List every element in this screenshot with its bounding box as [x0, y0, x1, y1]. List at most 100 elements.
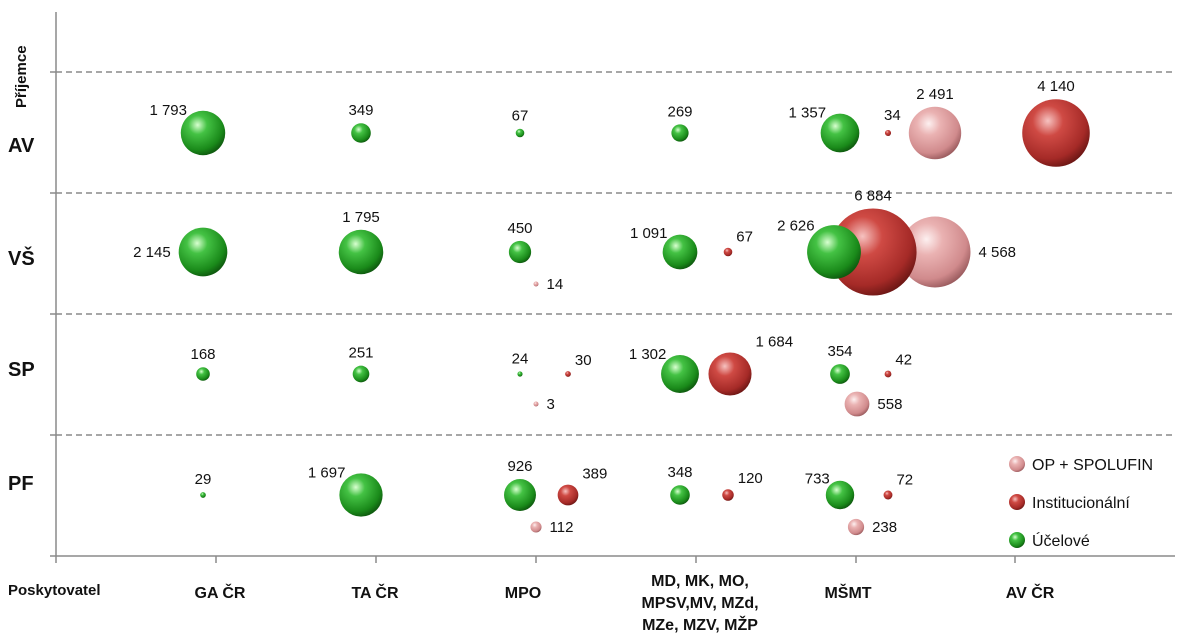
- bubble-institucionalni-av-col5: [1022, 99, 1090, 167]
- bubble-ucelove-vs-col3: [662, 234, 698, 270]
- value-label-ucelove-sp-col0: 168: [190, 346, 215, 363]
- bubble-institucionalni-vs-col4: [829, 208, 917, 296]
- bubble-ucelove-av-col3: [671, 124, 689, 142]
- value-label-op-spolufin-vs-col2: 14: [547, 276, 564, 293]
- value-label-institucionalni-av-col4: 34: [884, 107, 901, 124]
- value-labels: 4 568 6 884 4 140 2 626 2 491 2 145 1 795 1 793…: [133, 78, 1075, 536]
- legend-marker-op-spolufin: [1009, 456, 1025, 472]
- legend-label-institucionalni: Institucionální: [1032, 495, 1130, 512]
- bubble-institucionalni-sp-col2: [565, 371, 571, 377]
- value-label-ucelove-av-col3: 269: [667, 103, 692, 120]
- value-label-ucelove-pf-col4: 733: [805, 471, 830, 488]
- column-label-3-line-2: MZe, MZV, MŽP: [642, 615, 758, 634]
- legend-label-op-spolufin: OP + SPOLUFIN: [1032, 457, 1153, 474]
- bubble-institucionalni-sp-col3: [708, 352, 752, 396]
- bubble-op-spolufin-sp-col4: [844, 391, 870, 417]
- legend-marker-institucionalni: [1009, 494, 1025, 510]
- bubble-ucelove-sp-col0: [196, 367, 210, 381]
- value-label-ucelove-av-col4: 1 357: [789, 105, 827, 122]
- value-label-ucelove-sp-col3: 1 302: [629, 346, 667, 363]
- bubble-ucelove-vs-col0: [178, 227, 228, 277]
- value-label-ucelove-sp-col4: 354: [827, 343, 852, 360]
- column-label-3-line-0: MD, MK, MO,: [651, 573, 749, 590]
- x-axis-title: Poskytovatel: [8, 582, 101, 599]
- legend: OP + SPOLUFIN Institucionální Účelové: [1009, 456, 1153, 550]
- value-label-ucelove-vs-col4: 2 626: [777, 217, 815, 234]
- value-label-op-spolufin-sp-col2: 3: [547, 396, 555, 413]
- bubble-ucelove-sp-col3: [661, 355, 699, 393]
- column-label-3-line-1: MPSV,MV, MZd,: [641, 595, 758, 612]
- value-label-ucelove-vs-col0: 2 145: [133, 244, 171, 261]
- bubble-ucelove-vs-col4: [807, 225, 861, 279]
- column-label-5-line-0: AV ČR: [1006, 583, 1055, 602]
- value-label-institucionalni-sp-col3: 1 684: [756, 333, 794, 350]
- bubble-op-spolufin-pf-col2: [530, 521, 542, 533]
- bubble-institucionalni-pf-col4: [883, 490, 893, 500]
- value-label-institucionalni-av-col5: 4 140: [1037, 78, 1075, 95]
- bubble-op-spolufin-av-col4: [908, 106, 962, 160]
- value-label-institucionalni-pf-col4: 72: [896, 472, 913, 489]
- value-label-ucelove-vs-col2: 450: [507, 220, 532, 237]
- bubble-ucelove-vs-col1: [338, 229, 384, 275]
- value-label-ucelove-pf-col0: 29: [195, 471, 212, 488]
- value-label-op-spolufin-vs-col4: 4 568: [978, 244, 1016, 261]
- bubble-institucionalni-sp-col4: [884, 370, 892, 378]
- value-label-institucionalni-vs-col3: 67: [736, 229, 753, 246]
- bubble-ucelove-av-col1: [351, 123, 371, 143]
- bubble-ucelove-av-col4: [820, 113, 860, 153]
- value-label-ucelove-pf-col1: 1 697: [308, 465, 346, 482]
- bubble-ucelove-sp-col1: [352, 365, 370, 383]
- bubble-op-spolufin-sp-col2: [533, 401, 539, 407]
- value-label-op-spolufin-pf-col4: 238: [872, 519, 897, 536]
- column-label-4-line-0: MŠMT: [824, 583, 871, 602]
- value-label-op-spolufin-pf-col2: 112: [550, 519, 574, 536]
- value-label-ucelove-av-col0: 1 793: [149, 102, 187, 119]
- legend-marker-ucelove: [1009, 532, 1025, 548]
- value-label-institucionalni-vs-col4: 6 884: [854, 187, 892, 204]
- y-axis-title: Příjemce: [13, 45, 30, 108]
- bubble-ucelove-pf-col1: [339, 473, 383, 517]
- bubble-institucionalni-av-col4: [884, 129, 892, 137]
- legend-label-ucelove: Účelové: [1032, 531, 1090, 550]
- value-label-institucionalni-pf-col3: 120: [738, 470, 763, 487]
- value-label-institucionalni-sp-col4: 42: [895, 352, 912, 369]
- value-label-ucelove-av-col1: 349: [348, 102, 373, 119]
- value-label-ucelove-vs-col3: 1 091: [630, 225, 668, 242]
- bubble-ucelove-pf-col4: [825, 480, 855, 510]
- row-label-pf: PF: [8, 473, 34, 495]
- bubble-ucelove-pf-col0: [200, 492, 206, 498]
- row-label-sp: SP: [8, 359, 35, 381]
- value-label-institucionalni-pf-col2: 389: [582, 466, 607, 483]
- bubble-ucelove-av-col2: [515, 128, 525, 138]
- value-label-institucionalni-sp-col2: 30: [575, 352, 592, 369]
- bubble-institucionalni-vs-col3: [723, 247, 733, 257]
- bubble-op-spolufin-pf-col4: [847, 518, 865, 536]
- bubble-ucelove-sp-col2: [517, 371, 523, 377]
- value-label-op-spolufin-av-col4: 2 491: [916, 86, 954, 103]
- bubble-institucionalni-pf-col3: [722, 489, 734, 501]
- axes: [50, 12, 1175, 563]
- column-label-0-line-0: GA ČR: [195, 583, 246, 602]
- value-label-ucelove-av-col2: 67: [512, 108, 529, 125]
- value-label-ucelove-vs-col1: 1 795: [342, 209, 380, 226]
- axis-text: AV VŠ SP PF Příjemce Poskytovatel GA ČR TA ČR MP…: [8, 45, 1055, 634]
- bubble-ucelove-vs-col2: [508, 240, 532, 264]
- value-label-ucelove-sp-col2: 24: [512, 350, 529, 367]
- value-label-op-spolufin-sp-col4: 558: [877, 396, 902, 413]
- bubble-op-spolufin-vs-col4: [899, 216, 971, 288]
- row-label-av: AV: [8, 135, 35, 157]
- bubble-institucionalni-pf-col2: [557, 484, 579, 506]
- value-label-ucelove-pf-col3: 348: [667, 464, 692, 481]
- bubble-ucelove-pf-col2: [504, 479, 536, 511]
- column-label-2-line-0: MPO: [505, 585, 541, 602]
- bubble-ucelove-av-col0: [180, 110, 226, 156]
- bubble-op-spolufin-vs-col2: [533, 281, 539, 287]
- value-label-ucelove-pf-col2: 926: [507, 458, 532, 475]
- value-label-ucelove-sp-col1: 251: [348, 345, 373, 362]
- grid-lines: [56, 71, 1175, 436]
- bubbles: [178, 99, 1090, 536]
- bubble-ucelove-pf-col3: [670, 485, 690, 505]
- bubble-ucelove-sp-col4: [830, 364, 850, 384]
- row-label-vs: VŠ: [8, 246, 35, 270]
